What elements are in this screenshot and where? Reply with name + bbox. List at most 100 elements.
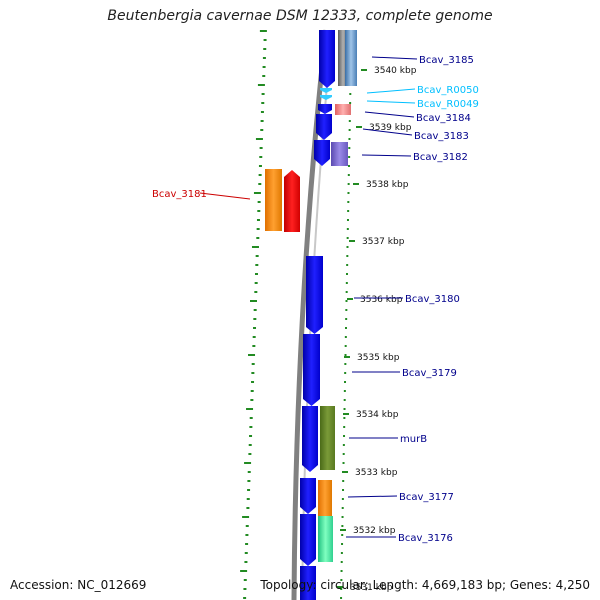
ruler-label: 3532 kbp — [353, 526, 396, 536]
gc-tick-right — [341, 525, 344, 527]
gc-tick-left — [250, 300, 257, 302]
gc-tick-right — [343, 435, 346, 437]
gc-tick-left — [257, 210, 261, 212]
gc-tick-right — [340, 570, 343, 572]
gc-tick-right — [349, 102, 352, 104]
gc-tick-right — [341, 498, 344, 500]
gc-tick-right — [341, 534, 344, 536]
gc-tick-left — [247, 489, 251, 491]
gc-tick-right — [343, 390, 346, 392]
gc-tick-left — [246, 498, 250, 500]
gc-tick-right — [347, 165, 350, 167]
gc-tick-left — [253, 309, 257, 311]
gc-tick-left — [258, 174, 262, 176]
gene-label-bcav_3179: Bcav_3179 — [402, 368, 457, 379]
gc-tick-left — [260, 120, 264, 122]
ruler-label: 3539 kbp — [369, 123, 412, 133]
gc-tick-left — [259, 147, 263, 149]
gc-tick-right — [345, 282, 348, 284]
gc-tick-right — [346, 219, 349, 221]
gc-tick-left — [240, 570, 248, 572]
gene-labels: Bcav_3185 Bcav_R0050 Bcav_R0049 Bcav_3184 Bc… — [152, 55, 479, 544]
gc-tick-right — [341, 507, 344, 509]
gc-tick-left — [243, 597, 247, 599]
gc-tick-left — [263, 48, 267, 50]
gc-tick-left — [247, 480, 251, 482]
ruler-tick — [361, 69, 367, 71]
gene-label-bcav_r0049: Bcav_R0049 — [417, 99, 479, 110]
gc-tick-right — [349, 93, 352, 95]
gc-tick-right — [340, 588, 343, 590]
gc-tick-left — [244, 552, 248, 554]
gc-tick-right — [341, 543, 344, 545]
gc-tick-left — [250, 399, 254, 401]
gc-tick-right — [348, 147, 351, 149]
ruler-label: 3535 kbp — [357, 353, 400, 363]
gc-tick-left — [246, 408, 254, 410]
cds-bcav-3179 — [303, 334, 320, 406]
gc-tick-right — [348, 156, 351, 158]
ruler-label: 3536 kbp — [360, 295, 403, 305]
cds-bcav-3183-strand — [316, 114, 332, 140]
gc-tick-right — [342, 453, 345, 455]
gene-label-bcav_3184: Bcav_3184 — [416, 113, 471, 124]
ruler-tick — [353, 183, 359, 185]
gc-tick-left — [251, 246, 259, 248]
gc-tick-left — [253, 318, 257, 320]
gc-tick-left — [242, 516, 250, 518]
gc-tick-right — [345, 318, 348, 320]
gc-tick-right — [348, 138, 351, 140]
gc-tick-right — [348, 129, 351, 131]
gc-tick-right — [347, 192, 350, 194]
gc-tick-left — [251, 372, 255, 374]
gc-tick-left — [245, 525, 249, 527]
gc-tick-left — [256, 228, 260, 230]
gc-tick-left — [258, 165, 262, 167]
gc-tick-right — [343, 399, 346, 401]
cds-bcav-3182-purple — [331, 142, 348, 166]
gc-tick-right — [346, 228, 349, 230]
gc-tick-left — [248, 453, 252, 455]
ruler-tick — [342, 471, 348, 473]
cds-bcav-3180 — [306, 256, 323, 334]
cds-bcav-3181-red — [284, 170, 300, 232]
gc-tick-left — [249, 417, 253, 419]
gc-tick-left — [246, 507, 250, 509]
cds-murb — [320, 406, 335, 470]
ruler-label: 3534 kbp — [356, 410, 399, 420]
gc-tick-right — [347, 174, 350, 176]
gene-leader-line — [362, 128, 413, 136]
ruler-label: 3540 kbp — [374, 66, 417, 76]
gc-tick-left — [250, 390, 254, 392]
gc-tick-left — [251, 381, 255, 383]
gc-tick-left — [245, 534, 249, 536]
gc-tick-right — [344, 381, 347, 383]
gc-tick-left — [256, 219, 260, 221]
cds-bcav-3182-strand — [314, 140, 330, 166]
gc-tick-left — [245, 543, 249, 545]
gene-label-bcav_3180: Bcav_3180 — [405, 294, 460, 305]
gc-tick-left — [243, 588, 247, 590]
gc-tick-left — [244, 462, 252, 464]
gc-tick-left — [260, 129, 264, 131]
cds-bcav-3176 — [318, 516, 333, 562]
gene-features — [265, 30, 357, 600]
accession-text: Accession: NC_012669 — [10, 578, 147, 592]
gc-tick-left — [258, 183, 262, 185]
gc-tick-left — [249, 426, 253, 428]
gc-tick-right — [342, 480, 345, 482]
gene-leader-line — [361, 154, 412, 157]
cds-murb-strand — [302, 406, 318, 472]
ruler-tick — [347, 298, 353, 300]
gc-content-track — [240, 30, 353, 599]
gc-tick-left — [255, 138, 263, 140]
cds-bcav-3185-strand — [319, 30, 335, 88]
gc-tick-right — [346, 246, 349, 248]
gc-tick-right — [345, 309, 348, 311]
gc-tick-right — [345, 291, 348, 293]
topology-text: Topology: circular; Length: 4,669,183 bp… — [260, 578, 590, 592]
gc-tick-left — [259, 156, 263, 158]
gc-tick-left — [263, 39, 267, 41]
ruler-tick — [356, 126, 362, 128]
